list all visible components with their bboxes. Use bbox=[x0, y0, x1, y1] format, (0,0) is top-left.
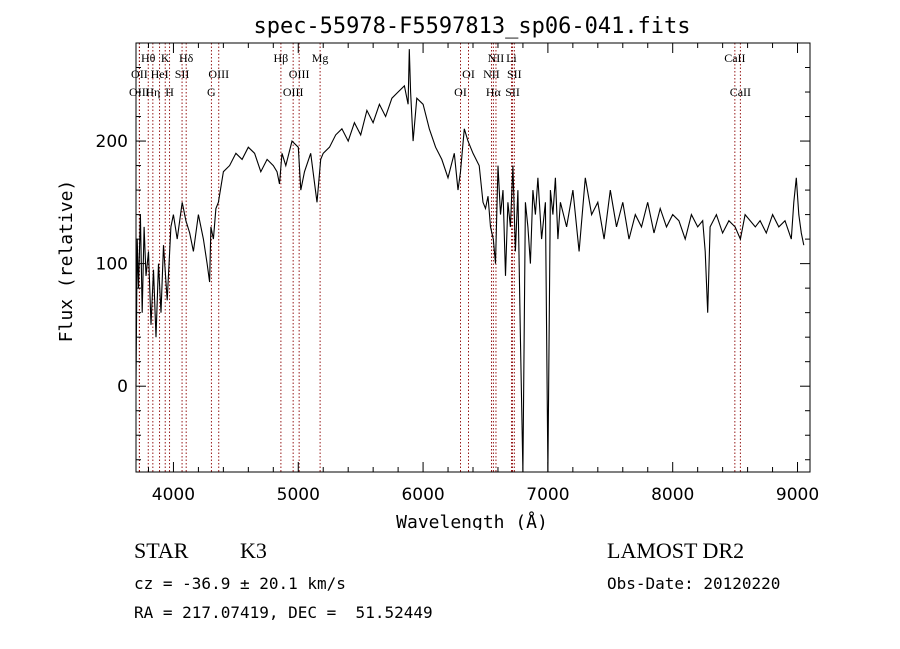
x-axis: 4000 5000 6000 7000 8000 9000 bbox=[147, 43, 819, 505]
line-marker-label: CaII bbox=[730, 85, 751, 99]
x-tick-label: 5000 bbox=[277, 485, 320, 505]
y-tick-label: 0 bbox=[117, 377, 128, 397]
spectrum-line bbox=[135, 49, 805, 473]
line-marker-label: HeI bbox=[151, 67, 169, 81]
line-markers bbox=[138, 43, 741, 472]
survey-name: LAMOST DR2 bbox=[607, 538, 745, 563]
line-marker-label: SII bbox=[507, 67, 522, 81]
y-axis: 0 100 200 bbox=[96, 42, 810, 461]
coordinates-text: RA = 217.07419, DEC = 51.52449 bbox=[134, 603, 433, 622]
object-subclass: K3 bbox=[240, 538, 267, 563]
y-axis-label: Flux (relative) bbox=[56, 180, 77, 343]
line-marker-label: Hη bbox=[145, 85, 160, 99]
line-marker-label: H bbox=[165, 85, 174, 99]
x-tick-label: 6000 bbox=[401, 485, 444, 505]
line-marker-label: G bbox=[207, 85, 216, 99]
x-tick-label: 7000 bbox=[526, 485, 569, 505]
chart-title: spec-55978-F5597813_sp06-041.fits bbox=[253, 14, 690, 39]
line-marker-labels: HθOIIOIIIHeIHηKHSIIHδOIIIGHβOIIIOIIIMgOI… bbox=[129, 51, 751, 99]
velocity-text: cz = -36.9 ± 20.1 km/s bbox=[134, 574, 346, 593]
line-marker-label: SII bbox=[505, 85, 520, 99]
line-marker-label: NII bbox=[488, 51, 505, 65]
line-marker-label: K bbox=[161, 51, 170, 65]
line-marker-label: OIII bbox=[283, 85, 304, 99]
line-marker-label: OII bbox=[131, 67, 148, 81]
line-marker-label: OIII bbox=[208, 67, 229, 81]
line-marker-label: OIII bbox=[289, 67, 310, 81]
x-axis-label: Wavelength (Å) bbox=[396, 511, 548, 530]
y-tick-label: 200 bbox=[96, 132, 128, 152]
line-marker-label: Li bbox=[506, 51, 517, 65]
line-marker-label: CaII bbox=[724, 51, 745, 65]
x-tick-label: 9000 bbox=[776, 485, 819, 505]
line-marker-label: Hβ bbox=[274, 51, 289, 65]
line-marker-label: NII bbox=[483, 67, 500, 81]
x-tick-label: 4000 bbox=[152, 485, 195, 505]
x-tick-label: 8000 bbox=[651, 485, 694, 505]
line-marker-label: Hα bbox=[486, 85, 502, 99]
line-marker-label: SII bbox=[175, 67, 190, 81]
obs-date-text: Obs-Date: 20120220 bbox=[607, 574, 781, 593]
line-marker-label: OI bbox=[454, 85, 467, 99]
line-marker-label: OI bbox=[462, 67, 475, 81]
y-tick-label: 100 bbox=[96, 255, 128, 275]
object-class: STAR bbox=[134, 538, 189, 563]
line-marker-label: Mg bbox=[312, 51, 329, 65]
line-marker-label: Hθ bbox=[141, 51, 156, 65]
spectrum-chart: spec-55978-F5597813_sp06-041.fits Hθ OII O… bbox=[56, 14, 819, 530]
line-marker-label: Hδ bbox=[179, 51, 194, 65]
